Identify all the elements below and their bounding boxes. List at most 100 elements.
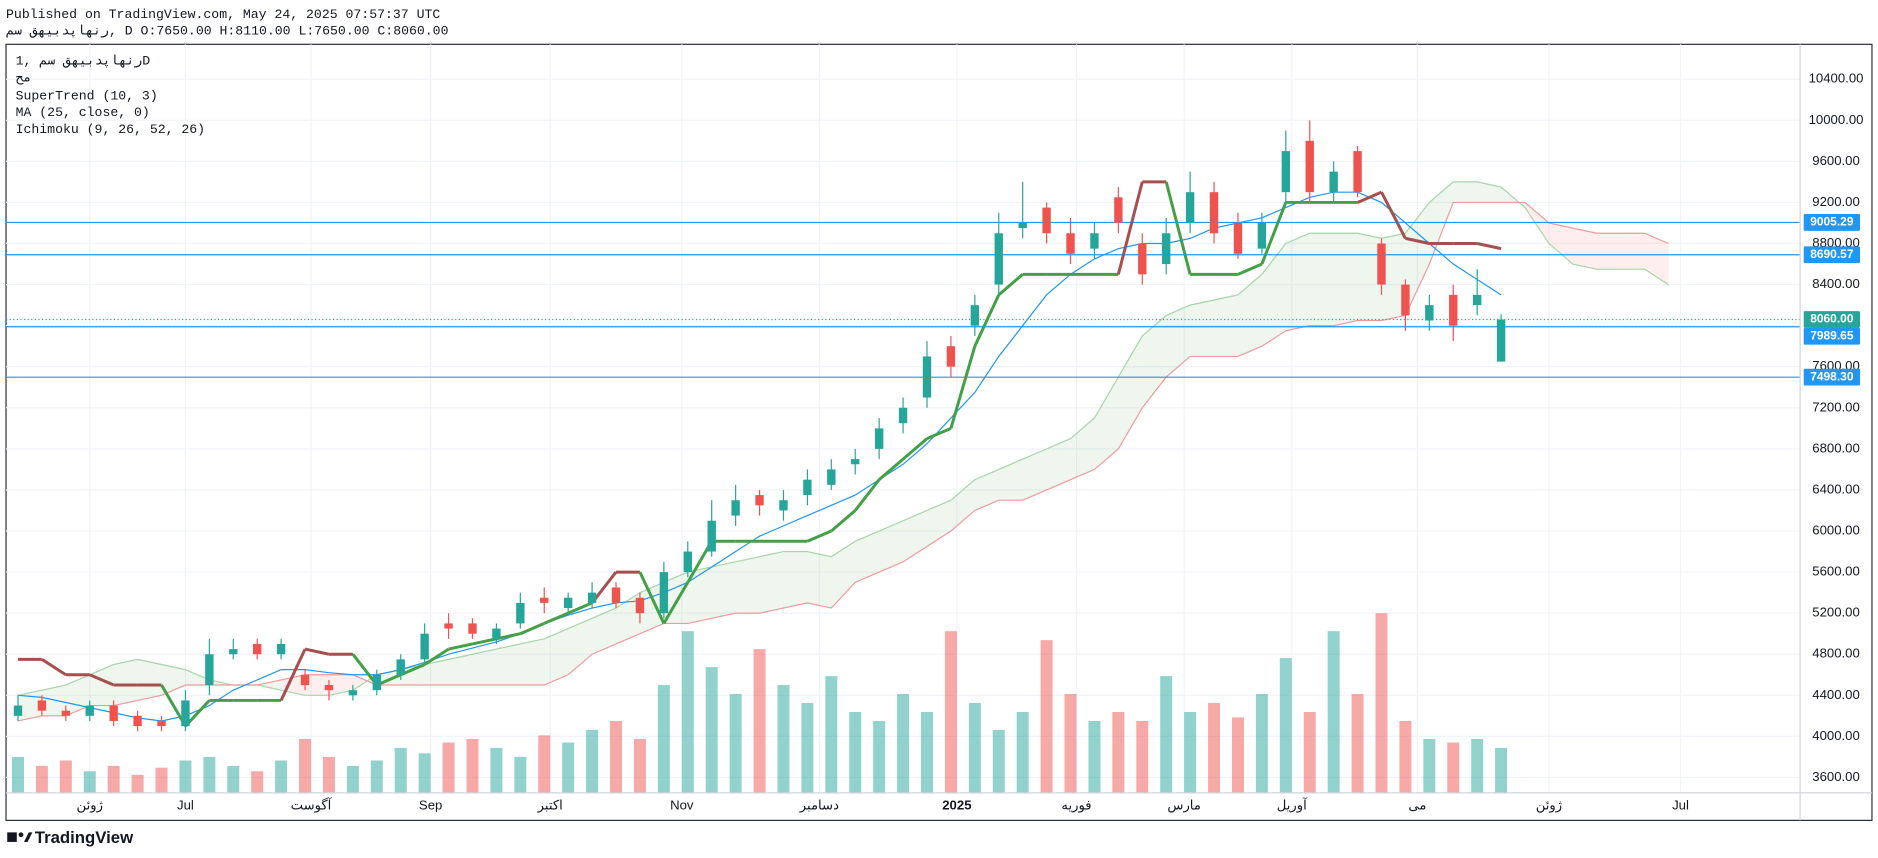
- volume-bar: [1423, 738, 1436, 793]
- candle-body: [731, 500, 740, 516]
- y-tick-label: 9600.00: [1812, 153, 1860, 168]
- cloud-fill: [879, 520, 904, 573]
- volume-bar: [1303, 712, 1316, 793]
- cloud-fill: [1070, 418, 1095, 480]
- cloud-fill: [568, 618, 593, 675]
- brand-logo: [7, 832, 33, 842]
- y-tick-label: 6800.00: [1812, 440, 1860, 455]
- cloud-fill: [1022, 448, 1047, 501]
- cloud-fill: [807, 551, 832, 609]
- volume-bar: [370, 760, 383, 793]
- volume-bar: [394, 747, 407, 793]
- volume-bar: [1399, 720, 1412, 793]
- candle-body: [1353, 151, 1362, 193]
- volume-bar: [1088, 720, 1101, 793]
- candle-body: [61, 710, 71, 716]
- candle-body: [1018, 222, 1027, 229]
- cloud-fill: [113, 659, 138, 706]
- volume-bar: [873, 720, 886, 793]
- cloud-fill: [472, 649, 497, 686]
- cloud-fill: [400, 664, 425, 686]
- supertrend-segment: [949, 345, 977, 429]
- y-tick-label: 5600.00: [1812, 564, 1860, 579]
- y-tick-label: 3600.00: [1812, 769, 1860, 784]
- supertrend-segment: [902, 437, 928, 461]
- price-tag-label: 8690.57: [1810, 247, 1854, 261]
- candle-body: [1066, 233, 1075, 254]
- supertrend-segment: [1356, 190, 1383, 204]
- volume-bar: [825, 676, 838, 793]
- volume-bar: [992, 729, 1005, 793]
- volume-bar: [155, 767, 168, 793]
- supertrend-segment: [1116, 181, 1144, 275]
- candle-body: [1449, 294, 1458, 326]
- volume-bar: [968, 703, 981, 793]
- y-tick-label: 8400.00: [1812, 276, 1860, 291]
- brand: TradingView: [35, 828, 134, 847]
- volume-bar: [131, 774, 144, 793]
- ma-line: [17, 191, 1502, 722]
- y-tick-label: 9200.00: [1812, 194, 1860, 209]
- cloud-fill: [903, 510, 927, 562]
- cloud-fill: [998, 459, 1023, 501]
- volume-bar: [801, 703, 814, 793]
- volume-bar: [1112, 712, 1125, 793]
- price-tag: [1803, 368, 1860, 386]
- supertrend-segment: [926, 426, 952, 440]
- volume-bar: [921, 712, 933, 793]
- cloud-fill: [1453, 181, 1478, 203]
- supertrend-segment: [279, 648, 307, 702]
- volume-bar: [466, 738, 479, 793]
- cloud-fill: [1572, 228, 1597, 270]
- candle-body: [946, 346, 956, 367]
- chart-frame: [5, 43, 1873, 821]
- volume-bar: [1447, 742, 1460, 793]
- candle-body: [444, 623, 453, 629]
- supertrend-segment: [662, 581, 690, 625]
- x-tick-label: ژوئن: [77, 798, 103, 814]
- candle-body: [970, 305, 980, 326]
- legend-indicator: MA (25, close, 0): [16, 105, 150, 120]
- volume-bar: [1351, 694, 1364, 793]
- price-tag-label: 7498.30: [1810, 369, 1854, 383]
- candle-body: [1090, 233, 1099, 249]
- candle-body: [1281, 151, 1291, 193]
- cloud-fill: [89, 664, 114, 706]
- supertrend-segment: [1260, 201, 1288, 265]
- volume-bar: [1016, 712, 1029, 793]
- volume-bar: [299, 738, 312, 793]
- y-tick-label: 4800.00: [1812, 646, 1860, 661]
- volume-bar: [346, 765, 359, 793]
- candle-body: [1114, 197, 1123, 223]
- candle-body: [37, 700, 47, 711]
- cloud-fill: [496, 643, 521, 686]
- price-tag: [1803, 246, 1860, 264]
- volume-bar: [538, 735, 551, 793]
- volume-bar: [514, 756, 527, 793]
- cloud-fill: [1477, 181, 1502, 203]
- cloud-fill: [735, 556, 760, 614]
- supertrend-segment: [472, 637, 497, 646]
- volume-bar: [442, 742, 455, 793]
- legend-symbol: رنهاپدبیهق سم ,1D: [16, 54, 151, 69]
- volume-bar: [83, 771, 96, 793]
- x-tick-label: دسامبر: [799, 798, 839, 814]
- price-tag-label: 8060.00: [1810, 312, 1854, 326]
- volume-bar: [418, 753, 431, 793]
- volume-bar: [1064, 694, 1077, 793]
- cloud-fill: [855, 531, 880, 583]
- candle-body: [133, 715, 142, 727]
- volume-bar: [849, 712, 862, 793]
- candle-body: [851, 459, 860, 465]
- candle-body: [1401, 284, 1410, 316]
- candle-body: [205, 654, 214, 686]
- cloud-span-a: [17, 181, 1669, 696]
- candle-body: [755, 495, 764, 506]
- supertrend-segment: [854, 478, 881, 512]
- volume-bar: [586, 729, 599, 793]
- supertrend-segment: [1405, 236, 1430, 245]
- cloud-fill: [17, 690, 42, 721]
- y-tick-label: 4000.00: [1812, 728, 1860, 743]
- x-tick-label: 2025: [942, 798, 971, 813]
- candle-body: [827, 469, 836, 485]
